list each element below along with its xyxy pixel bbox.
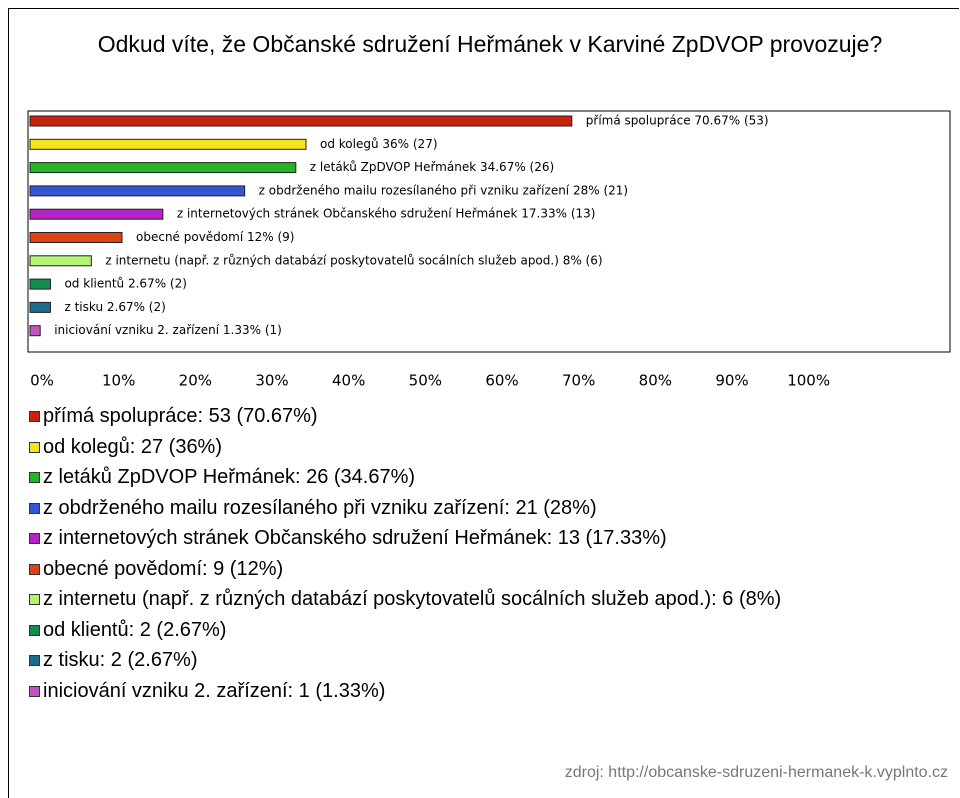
bar <box>29 278 51 290</box>
bar <box>29 138 307 150</box>
legend-label: přímá spolupráce: 53 (70.67%) <box>43 405 318 427</box>
bar-label: z obdrženého mailu rozesílaného při vzni… <box>259 183 628 197</box>
x-tick-label: 40% <box>332 372 365 390</box>
legend-label: obecné povědomí: 9 (12%) <box>43 557 284 580</box>
chart: 0% 10% 20% 30% 40% 50% 60% 70% 80% 90% 100% přímá s… <box>27 110 951 390</box>
legend-swatch <box>29 563 40 575</box>
source: zdroj: http://obcanske-sdruzeni-hermanek… <box>564 764 948 781</box>
x-tick-label: 10% <box>102 372 135 390</box>
bar-label: přímá spolupráce 70.67% (53) <box>586 114 769 128</box>
x-tick-label: 30% <box>255 372 288 390</box>
bar-label: od kolegů 36% (27) <box>320 137 438 151</box>
legend-item: iniciování vzniku 2. zařízení: 1 (1.33%) <box>28 679 953 704</box>
chart-title: Odkud víte, že Občanské sdružení Heřmáne… <box>97 31 883 57</box>
bar <box>29 208 164 220</box>
x-tick-label: 20% <box>179 372 212 390</box>
x-tick-label: 60% <box>485 372 518 390</box>
legend-swatch <box>29 472 40 483</box>
legend-swatch <box>29 502 40 514</box>
legend-item: od klientů: 2 (2.67%) <box>28 618 953 643</box>
legend-label: od kolegů: 27 (36%) <box>43 435 223 458</box>
x-tick-label: 0% <box>30 372 54 390</box>
x-tick-label: 70% <box>562 372 595 390</box>
frame <box>8 8 959 798</box>
bar-label: obecné povědomí 12% (9) <box>136 230 294 244</box>
bar <box>29 162 297 174</box>
bar-label: z tisku 2.67% (2) <box>64 300 165 314</box>
legend-swatch <box>29 441 40 453</box>
legend-swatch <box>29 685 40 697</box>
bar <box>29 115 573 127</box>
legend-label: z internetu (např. z různých databází po… <box>43 588 782 610</box>
legend-swatch <box>29 533 40 544</box>
x-tick-label: 90% <box>715 372 748 390</box>
legend-swatch <box>29 624 40 636</box>
bar-label: z internetových stránek Občanského sdruž… <box>177 207 596 221</box>
bar <box>29 301 51 313</box>
bar <box>29 325 41 337</box>
legend-item: obecné povědomí: 9 (12%) <box>28 557 953 582</box>
legend-label: od klientů: 2 (2.67%) <box>43 618 227 641</box>
legend-label: z letáků ZpDVOP Heřmánek: 26 (34.67%) <box>43 466 416 488</box>
bar-label: iniciování vzniku 2. zařízení 1.33% (1) <box>54 323 282 337</box>
plot-frame <box>27 110 951 353</box>
legend-swatch <box>29 594 40 605</box>
bar-label: z letáků ZpDVOP Heřmánek 34.67% (26) <box>310 160 554 174</box>
legend-item: z internetu (např. z různých databází po… <box>28 587 953 612</box>
legend-item: z obdrženého mailu rozesílaného při vzni… <box>28 496 953 521</box>
bar-label: z internetu (např. z různých databází po… <box>105 253 602 267</box>
x-tick-label: 80% <box>639 372 672 390</box>
legend-swatch <box>29 655 40 666</box>
legend-item: z letáků ZpDVOP Heřmánek: 26 (34.67%) <box>28 465 953 490</box>
bar <box>29 255 92 267</box>
legend-label: z internetových stránek Občanského sdruž… <box>43 527 667 549</box>
bar-label: od klientů 2.67% (2) <box>64 277 186 291</box>
x-tick-label: 50% <box>409 372 442 390</box>
legend-item: od kolegů: 27 (36%) <box>28 435 953 460</box>
bar <box>29 185 246 197</box>
legend-label: z obdrženého mailu rozesílaného při vzni… <box>43 496 597 519</box>
legend-item: z tisku: 2 (2.67%) <box>28 648 953 673</box>
legend: přímá spolupráce: 53 (70.67%) od kolegů: … <box>28 404 953 709</box>
legend-item: přímá spolupráce: 53 (70.67%) <box>28 404 953 429</box>
legend-label: z tisku: 2 (2.67%) <box>43 649 198 671</box>
x-tick-label: 100% <box>787 372 830 390</box>
legend-swatch <box>29 411 40 422</box>
bar <box>29 232 123 243</box>
legend-item: z internetových stránek Občanského sdruž… <box>28 526 953 551</box>
legend-label: iniciování vzniku 2. zařízení: 1 (1.33%) <box>43 679 386 702</box>
